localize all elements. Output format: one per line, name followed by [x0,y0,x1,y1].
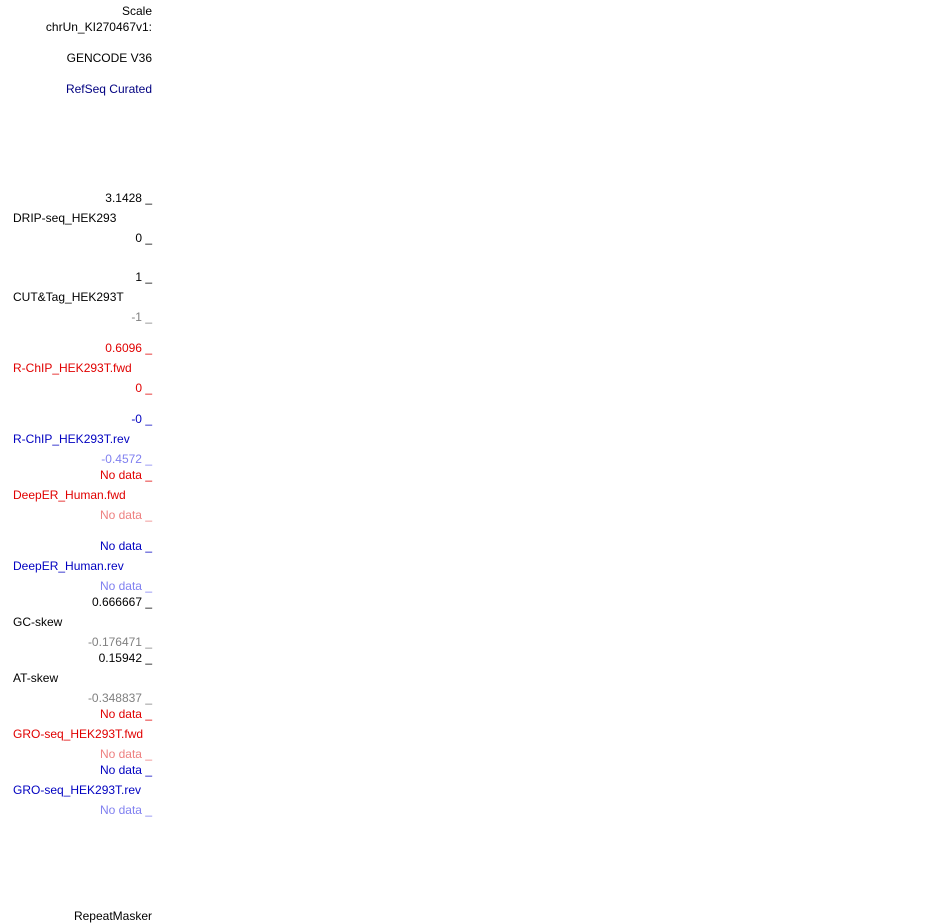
track-label-deeper-fwd[interactable]: DeepER_Human.fwd [13,488,126,502]
track-label-gc-skew[interactable]: GC-skew [13,615,63,629]
cuttag-max-value: 1 _ [135,270,152,284]
track-label-repeatmasker[interactable]: RepeatMasker [73,909,152,923]
at-skew-min-value: -0.348837 _ [87,691,152,705]
track-label-gro-rev[interactable]: GRO-seq_HEK293T.rev [13,783,142,797]
gro-fwd-min-value: No data _ [99,747,152,761]
track-label-cuttag[interactable]: CUT&Tag_HEK293T [13,290,124,304]
deeper-rev-max-value: No data _ [99,539,152,553]
gc-skew-max-value: 0.666667 _ [91,595,152,609]
gro-rev-max-value: No data _ [99,763,152,777]
rchip-rev-max-value: -0 _ [131,412,152,426]
cuttag-min-value: -1 _ [131,310,152,324]
gc-skew-min-value: -0.176471 _ [87,635,152,649]
track-label-drip[interactable]: DRIP-seq_HEK293 [13,211,117,225]
rchip-fwd-max-value: 0.6096 _ [105,341,152,355]
track-label-rchip-fwd[interactable]: R-ChIP_HEK293T.fwd [13,361,132,375]
track-data-area[interactable] [160,0,950,924]
at-skew-max-value: 0.15942 _ [98,651,152,665]
drip-max-value: 3.1428 _ [105,191,152,205]
gro-rev-min-value: No data _ [99,803,152,817]
track-label-gencode[interactable]: GENCODE V36 [66,51,152,65]
scale-label: Scale [121,4,152,18]
chrom-label: chrUn_KI270467v1: [45,20,152,34]
track-label-refseq[interactable]: RefSeq Curated [65,82,152,96]
track-label-at-skew[interactable]: AT-skew [13,671,59,685]
rchip-rev-min-value: -0.4572 _ [101,452,152,466]
deeper-fwd-min-value: No data _ [99,508,152,522]
deeper-rev-min-value: No data _ [99,579,152,593]
gro-fwd-max-value: No data _ [99,707,152,721]
track-label-deeper-rev[interactable]: DeepER_Human.rev [13,559,124,573]
deeper-fwd-max-value: No data _ [99,468,152,482]
track-label-gro-fwd[interactable]: GRO-seq_HEK293T.fwd [13,727,144,741]
track-label-rchip-rev[interactable]: R-ChIP_HEK293T.rev [13,432,130,446]
rchip-fwd-min-value: 0 _ [135,381,152,395]
drip-min-value: 0 _ [135,231,152,245]
